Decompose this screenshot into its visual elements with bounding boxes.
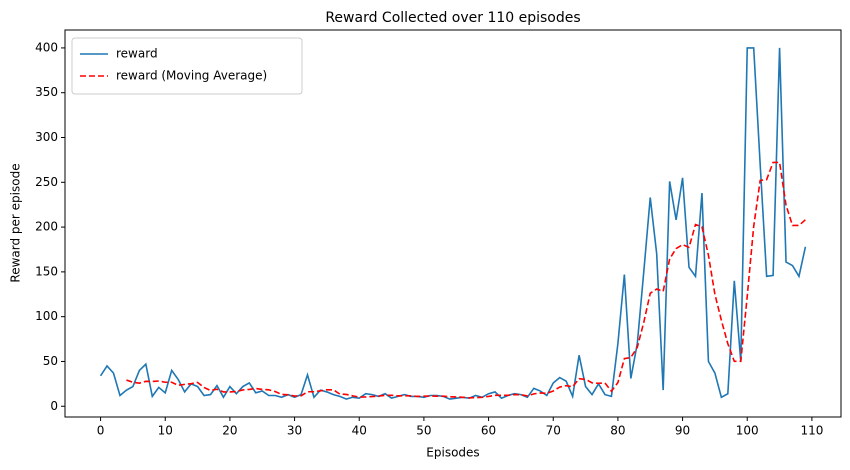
x-tick-label: 30 bbox=[287, 424, 302, 438]
plot-frame bbox=[64, 29, 842, 418]
y-axis-label: Reward per episode bbox=[9, 163, 23, 282]
x-tick-label: 10 bbox=[158, 424, 173, 438]
legend-box bbox=[71, 37, 303, 95]
y-tick-label: 400 bbox=[35, 40, 58, 54]
series-line bbox=[126, 161, 806, 399]
y-tick-label: 250 bbox=[35, 175, 58, 189]
x-tick-label: 40 bbox=[352, 424, 367, 438]
x-tick-label: 70 bbox=[546, 424, 561, 438]
y-tick-label: 200 bbox=[35, 220, 58, 234]
x-tick-label: 80 bbox=[610, 424, 625, 438]
x-axis-label: Episodes bbox=[426, 446, 479, 460]
y-tick-label: 100 bbox=[35, 309, 58, 323]
chart-title: Reward Collected over 110 episodes bbox=[325, 10, 580, 26]
x-tick-label: 20 bbox=[222, 424, 237, 438]
series-line bbox=[99, 47, 807, 400]
x-tick-label: 100 bbox=[736, 424, 759, 438]
y-tick-label: 300 bbox=[35, 130, 58, 144]
x-tick-label: 90 bbox=[675, 424, 690, 438]
y-tick-label: 0 bbox=[50, 399, 58, 413]
legend-label: reward (Moving Average) bbox=[116, 69, 267, 83]
x-tick-label: 50 bbox=[416, 424, 431, 438]
y-tick-label: 50 bbox=[43, 354, 58, 368]
y-tick-label: 350 bbox=[35, 85, 58, 99]
x-tick-label: 60 bbox=[481, 424, 496, 438]
legend-label: reward bbox=[116, 47, 158, 61]
x-tick-label: 110 bbox=[800, 424, 823, 438]
x-tick-label: 0 bbox=[97, 424, 105, 438]
y-tick-label: 150 bbox=[35, 264, 58, 278]
